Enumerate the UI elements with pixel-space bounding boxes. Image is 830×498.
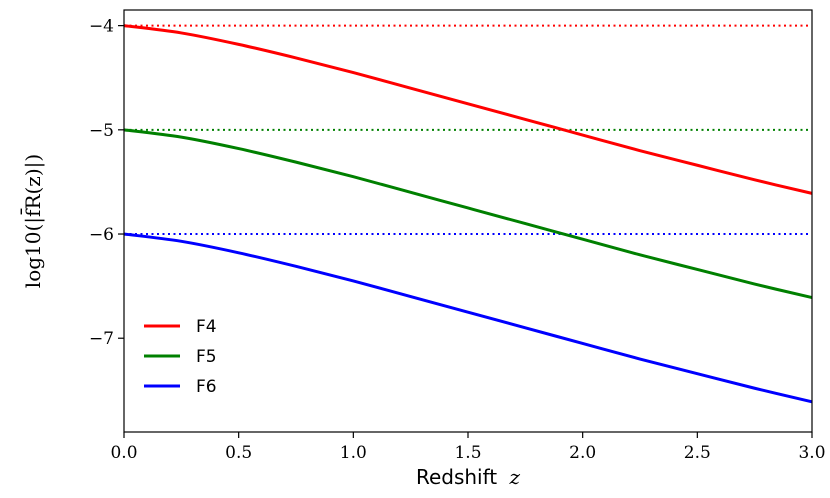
- reference-lines: [124, 24, 812, 236]
- x-tick-label: 2.0: [569, 443, 596, 463]
- x-tick-label: 0.0: [110, 443, 137, 463]
- legend-label-f6: F6: [196, 377, 217, 397]
- x-axis-label: Redshift z: [416, 465, 521, 489]
- x-tick-label: 3.0: [798, 443, 825, 463]
- y-tick-label: −5: [89, 121, 114, 141]
- x-axis-ticks: 0.0 0.5 1.0 1.5 2.0 2.5 3.0: [110, 432, 826, 463]
- series-line-f4: [123, 24, 813, 195]
- series-line-f6: [123, 232, 813, 404]
- x-axis-label-text: Redshift: [416, 465, 497, 489]
- series-lines: [123, 24, 813, 404]
- x-tick-label: 0.5: [225, 443, 252, 463]
- x-tick-label: 1.0: [340, 443, 367, 463]
- legend: F4 F5 F6: [144, 317, 217, 397]
- x-tick-label: 2.5: [684, 443, 711, 463]
- y-tick-label: −6: [89, 225, 114, 245]
- y-tick-label: −7: [89, 329, 114, 349]
- plot-frame: [123, 9, 813, 433]
- series-line-f5: [123, 128, 813, 300]
- legend-label-f5: F5: [196, 347, 217, 367]
- y-axis-label: log10(|f̄R(z)|): [20, 154, 46, 288]
- legend-label-f4: F4: [196, 317, 217, 337]
- y-tick-label: −4: [89, 17, 114, 37]
- x-tick-label: 1.5: [454, 443, 481, 463]
- y-axis-ticks: −4 −5 −6 −7: [89, 17, 124, 349]
- x-axis-label-variable: z: [509, 465, 521, 489]
